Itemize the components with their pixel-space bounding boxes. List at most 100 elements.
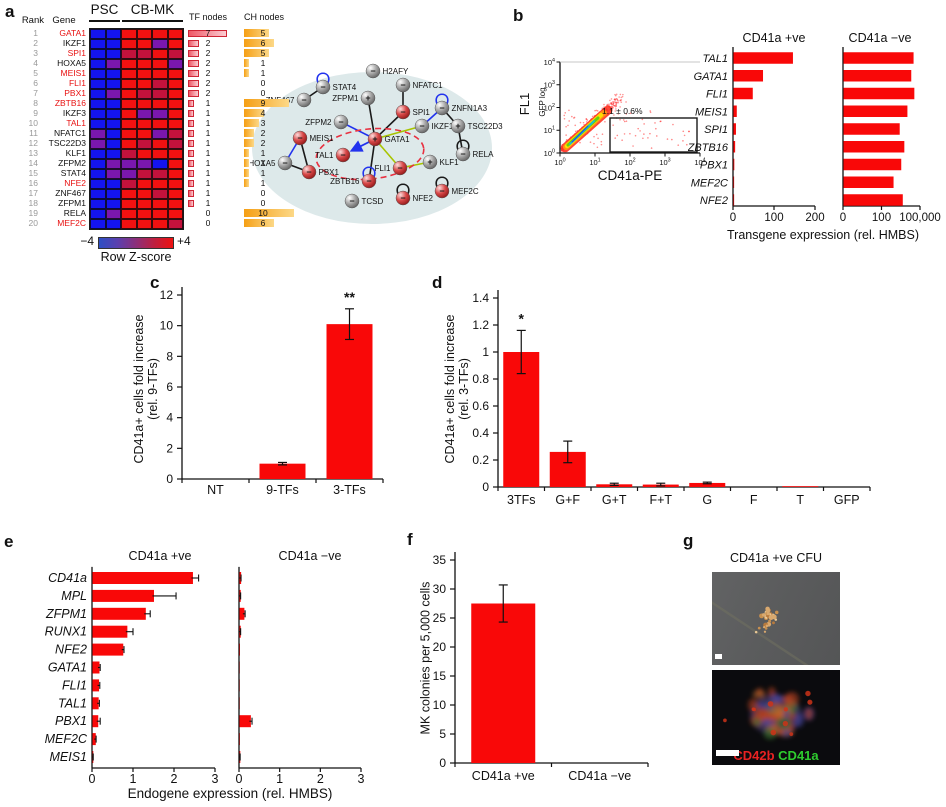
- heatmap-cell: [152, 69, 168, 79]
- colorbar-title: Row Z-score: [100, 250, 172, 264]
- flow-x-axis-label: CD41a-PE: [597, 168, 663, 183]
- node-label: RELA: [473, 150, 495, 159]
- x-tick-label: 0: [236, 772, 243, 786]
- heatmap-cell: [121, 99, 137, 109]
- bar: [733, 105, 737, 117]
- category-label: 3-TFs: [333, 483, 366, 497]
- bar: [92, 715, 99, 728]
- panel-a-text: MEIS1: [60, 68, 86, 78]
- bar: [733, 176, 735, 188]
- gene-label: ZBTB16: [688, 142, 729, 154]
- heatmap-cell: [136, 149, 152, 159]
- heatmap-cell: [105, 199, 121, 209]
- x-tick-label: 100,000: [899, 212, 941, 224]
- heatmap-cell: [136, 69, 152, 79]
- panel-a-text: 4: [33, 58, 38, 68]
- gene-label: SPI1: [704, 124, 728, 136]
- bar: [843, 194, 903, 206]
- heatmap-cell: [152, 89, 168, 99]
- bar: [843, 158, 902, 171]
- node-sign: −: [349, 196, 354, 206]
- gene-label: TAL1: [703, 53, 728, 65]
- heatmap-cell: [167, 39, 183, 49]
- heatmap-cell: [136, 119, 152, 129]
- colony-cell: [768, 619, 772, 623]
- heatmap-cell: [121, 29, 137, 39]
- self-loop: [456, 139, 470, 151]
- heatmap-cell: [105, 119, 121, 129]
- heatmap-cell: [90, 169, 106, 179]
- heatmap-cell: [121, 119, 137, 129]
- panel-a-text: 1: [205, 198, 211, 208]
- transgene-expression-charts: 0 100 200 TAL1 GATA1 FLI1 MEIS1 SPI1 ZBTB16 PBX1 M…: [688, 46, 941, 224]
- heatmap-cell: [105, 109, 121, 119]
- y-tick-label: 1: [482, 345, 489, 359]
- heatmap-cell: [105, 209, 121, 219]
- bar: [239, 715, 251, 728]
- node-label: ZFPM1: [332, 94, 359, 103]
- panel-a-text: 15: [28, 168, 38, 178]
- bar: [92, 679, 100, 692]
- heatmap-cell: [90, 129, 106, 139]
- outlier-cell: [723, 718, 727, 723]
- gene-label: GATA1: [48, 661, 87, 675]
- fluorescence-blobs: [747, 686, 815, 740]
- panel-a-text: 6: [260, 38, 266, 48]
- heatmap-cell: [152, 119, 168, 129]
- heatmap-cell: [167, 219, 183, 229]
- gene-label: FLI1: [706, 89, 728, 101]
- panel-a-text: 5: [260, 48, 266, 58]
- tf-nodes-bar: [188, 159, 194, 167]
- heatmap-cell: [121, 179, 137, 189]
- heatmap-cell: [167, 89, 183, 99]
- y-tick-label: 12: [160, 288, 174, 302]
- log-tick-label: 101: [589, 158, 600, 167]
- gene-label: TAL1: [58, 696, 87, 710]
- x-tick-label: 2: [171, 772, 178, 786]
- network-node: [365, 63, 381, 79]
- category-label: CD41a +ve: [472, 769, 535, 783]
- heatmap-cell: [105, 129, 121, 139]
- panel-a-text: 1: [205, 108, 211, 118]
- ch-nodes-bar: [244, 39, 274, 47]
- panel-a-text: 14: [28, 158, 38, 168]
- psc-column-header: PSC: [90, 2, 119, 17]
- node-label: GATA1: [385, 135, 411, 144]
- panel-a-text: 2: [205, 68, 211, 78]
- tf-nodes-bar: [188, 199, 194, 207]
- node-sign: −: [460, 149, 465, 159]
- y-tick-label: 10: [433, 698, 447, 712]
- expression-heatmap: [89, 28, 184, 230]
- ch-nodes-bar: [244, 169, 249, 177]
- node-label: HOXA5: [250, 159, 276, 168]
- heatmap-cell: [90, 109, 106, 119]
- panel-a-text: 1: [260, 148, 266, 158]
- bar: [733, 52, 793, 64]
- panel-a-text: ZFPM1: [58, 198, 86, 208]
- node-sign: −: [320, 82, 325, 92]
- tf-nodes-bar: [188, 119, 194, 127]
- panel-a-text: 19: [28, 208, 38, 218]
- cbmk-column-header: CB-MK: [130, 2, 175, 17]
- heatmap-cell: [167, 29, 183, 39]
- bar: [689, 482, 726, 487]
- x-tick-label: 3: [212, 772, 219, 786]
- gene-label: MEIS1: [49, 750, 87, 764]
- heatmap-cell: [121, 169, 137, 179]
- y-tick-label: 2: [166, 441, 173, 455]
- heatmap-cell: [136, 179, 152, 189]
- log-tick-label: 102: [544, 103, 555, 112]
- panel-a-text: 1: [33, 28, 38, 38]
- y-tick-label: 0.8: [472, 372, 489, 386]
- panel-a-text: 0: [205, 208, 211, 218]
- bar: [843, 123, 900, 135]
- x-tick-label: 3: [358, 772, 365, 786]
- colony-cell: [774, 610, 779, 615]
- tf-nodes-bar: [188, 129, 194, 137]
- node-label: TSC22D3: [468, 122, 504, 131]
- network-node: [414, 118, 430, 134]
- panel-a-text: SPI1: [67, 48, 86, 58]
- panel-letter-b: b: [513, 6, 524, 25]
- heatmap-cell: [167, 139, 183, 149]
- network-node: [277, 155, 293, 171]
